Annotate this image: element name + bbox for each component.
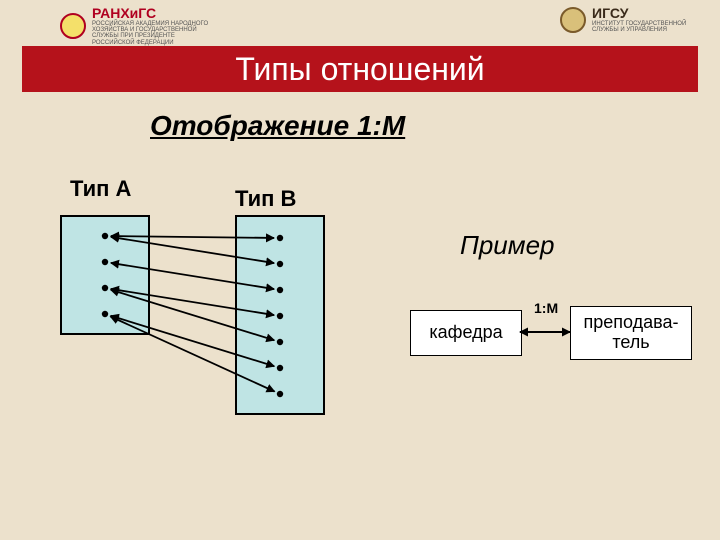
logo-igsu-name: ИГСУ	[592, 6, 712, 21]
logo-igsu-subtitle: ИНСТИТУТ ГОСУДАРСТВЕННОЙ СЛУЖБЫ И УПРАВЛ…	[592, 21, 712, 34]
set-box-b	[235, 215, 325, 415]
emblem-ranepa-icon	[60, 13, 86, 39]
subtitle: Отображение 1:М	[150, 110, 405, 142]
example-box-prepodavatel: преподава-тель	[570, 306, 692, 360]
example-relation-label: 1:М	[534, 300, 558, 316]
label-type-a: Тип А	[70, 176, 131, 202]
title-text: Типы отношений	[235, 51, 484, 88]
slide: РАНХиГС РОССИЙСКАЯ АКАДЕМИЯ НАРОДНОГО ХО…	[0, 0, 720, 540]
example-box-kafedra: кафедра	[410, 310, 522, 356]
title-bar: Типы отношений	[22, 46, 698, 92]
logo-igsu: ИГСУ ИНСТИТУТ ГОСУДАРСТВЕННОЙ СЛУЖБЫ И У…	[560, 6, 712, 33]
logo-ranepa: РАНХиГС РОССИЙСКАЯ АКАДЕМИЯ НАРОДНОГО ХО…	[60, 6, 212, 46]
example-title: Пример	[460, 230, 555, 261]
set-box-a	[60, 215, 150, 335]
logo-ranepa-name: РАНХиГС	[92, 6, 212, 21]
label-type-b: Тип В	[235, 186, 296, 212]
logo-ranepa-subtitle: РОССИЙСКАЯ АКАДЕМИЯ НАРОДНОГО ХОЗЯЙСТВА …	[92, 21, 212, 46]
emblem-igsu-icon	[560, 7, 586, 33]
